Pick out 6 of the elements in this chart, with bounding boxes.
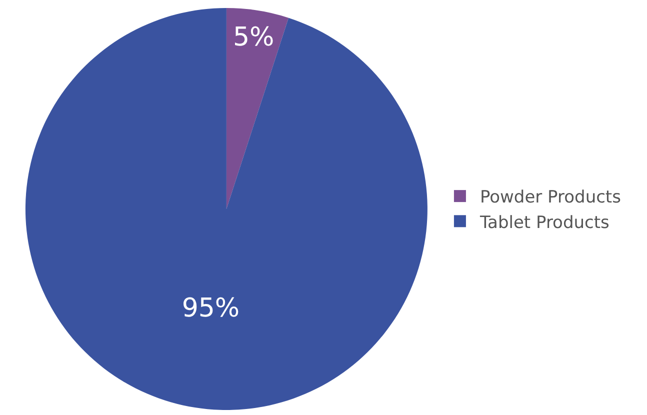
pie-slice — [25, 8, 428, 410]
pie-slice — [226, 8, 289, 209]
legend-label: Powder Products — [480, 188, 622, 208]
data-label: 5% — [233, 22, 274, 52]
legend-label: Tablet Products — [478, 212, 610, 233]
data-label: 95% — [182, 293, 240, 324]
